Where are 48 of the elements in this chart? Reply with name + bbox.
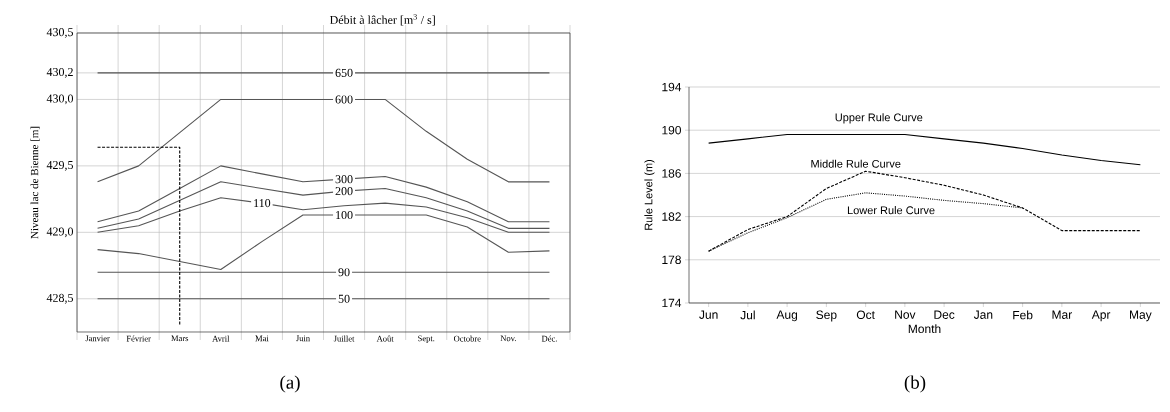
- x-tick-label: Feb: [1013, 310, 1033, 320]
- annotation: Middle Rule Curve: [811, 159, 901, 168]
- x-tick-label: Oct: [856, 310, 875, 320]
- y-tick-label: 430,0: [46, 94, 74, 105]
- x-tick-label: Mai: [255, 335, 269, 342]
- x-tick-label: Sep: [816, 310, 837, 322]
- y-tick-label: 428,5: [46, 293, 74, 304]
- y-tick-label: 430,5: [46, 28, 74, 38]
- y-tick-label: 174: [662, 298, 682, 308]
- chart-title: Débit à lâcher [m$^{3}$ / s]: [329, 14, 435, 26]
- x-tick-label: Mar: [1052, 310, 1072, 319]
- y-tick-label: 190: [662, 125, 681, 135]
- x-tick-label: Avril: [212, 335, 230, 342]
- x-tick-label: Février: [126, 335, 151, 342]
- x-tick-label: Déc.: [541, 335, 557, 342]
- x-tick-label: May: [1130, 310, 1152, 322]
- x-tick-label: Juillet: [333, 335, 355, 342]
- x-axis-title: Month: [908, 324, 941, 334]
- x-tick-label: Aug: [776, 310, 798, 322]
- x-tick-label: Jan: [973, 310, 993, 319]
- x-tick-label: Dec: [934, 310, 955, 319]
- annotation: 90: [338, 268, 350, 277]
- text: (a): [280, 375, 300, 393]
- x-tick-label: Octobre: [453, 335, 481, 342]
- y-tick-label: 430,2: [46, 67, 73, 78]
- x-tick-label: Mars: [171, 335, 189, 342]
- y-tick-label: 194: [662, 82, 682, 92]
- annotation: Lower Rule Curve: [847, 206, 935, 215]
- y-tick-label: 186: [662, 169, 681, 178]
- y-axis-title: Rule Level (m): [644, 159, 655, 230]
- x-tick-label: Nov.: [500, 335, 516, 342]
- x-tick-label: Sept.: [418, 335, 435, 343]
- annotation: 600: [335, 95, 353, 104]
- x-tick-label: Apr: [1091, 310, 1111, 322]
- y-tick-label: 178: [662, 255, 681, 265]
- text: (b): [904, 375, 926, 393]
- y-axis-title: Niveau lac de Bienne [m]: [30, 126, 40, 239]
- x-tick-label: Juin: [296, 335, 310, 342]
- y-tick-label: 182: [662, 212, 681, 221]
- x-tick-label: Janvier: [85, 335, 110, 342]
- x-tick-label: Jun: [699, 310, 718, 319]
- annotation: Upper Rule Curve: [835, 113, 923, 124]
- x-tick-label: Nov: [895, 310, 916, 319]
- y-tick-label: 429,0: [46, 227, 74, 238]
- x-tick-label: Août: [376, 335, 394, 342]
- annotation: 50: [338, 294, 350, 303]
- x-tick-label: Jul: [740, 310, 755, 320]
- y-tick-label: 429,5: [46, 160, 74, 171]
